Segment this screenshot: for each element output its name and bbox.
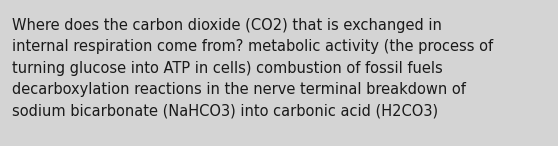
Text: Where does the carbon dioxide (CO2) that is exchanged in
internal respiration co: Where does the carbon dioxide (CO2) that… (12, 18, 493, 119)
